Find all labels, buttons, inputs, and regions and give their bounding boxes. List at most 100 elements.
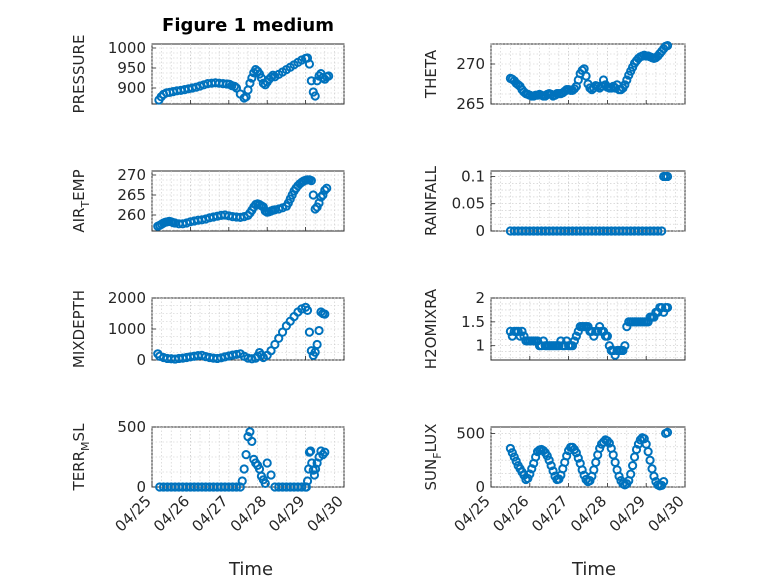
x-tick-label: 04/26 (489, 492, 532, 535)
subplot-pressure: 900 950 1000 PRESSURE Figure 1 medium (70, 15, 345, 114)
data-point (657, 302, 667, 313)
data-point (266, 72, 276, 82)
data-point (324, 71, 334, 81)
x-tick-label: 04/27 (188, 492, 231, 535)
x-tick-label: 04/30 (645, 492, 688, 535)
x-tick-label: 04/28 (227, 492, 270, 535)
y-tick-label: 270 (456, 55, 485, 73)
y-tick-label: 2000 (108, 289, 146, 307)
data-point (517, 326, 527, 336)
y-tick-label: 0 (136, 351, 146, 369)
data-point (620, 80, 630, 90)
data-point (587, 326, 597, 336)
y-tick-label: 1000 (108, 39, 146, 57)
x-tick-label: 04/26 (150, 492, 193, 535)
subplot-h2omixra: 1 1.5 2 H2OMIXRA (422, 288, 686, 369)
data-point (320, 185, 330, 195)
data-point (544, 455, 554, 465)
data-point (247, 73, 257, 83)
data-series (153, 175, 332, 231)
x-tick-label: 04/29 (606, 492, 649, 535)
y-tick-label: 0 (475, 222, 485, 240)
data-point (577, 465, 587, 475)
data-point (312, 339, 322, 350)
data-series (154, 53, 334, 105)
y-axis-label: AIRTEMP (70, 169, 92, 232)
data-point (318, 190, 328, 200)
data-point (322, 183, 332, 193)
data-point (662, 41, 673, 51)
data-point (602, 436, 613, 446)
y-axis-label: SUNFLUX (422, 424, 444, 491)
data-point (626, 469, 636, 479)
data-series (505, 427, 673, 491)
data-point (310, 91, 320, 101)
axes-box (490, 170, 686, 232)
data-point (662, 302, 673, 313)
data-point (316, 192, 326, 202)
subplots: 900 950 1000 PRESSURE Figure 1 medium 265 270 T… (70, 15, 688, 535)
data-point (628, 460, 638, 471)
y-tick-label: 260 (117, 206, 146, 224)
data-point (245, 427, 255, 437)
data-point (618, 345, 628, 356)
y-tick-label: 0 (475, 478, 485, 496)
data-point (237, 476, 247, 486)
x-tick-label: 04/25 (112, 492, 155, 535)
data-point (274, 333, 284, 343)
data-point (571, 448, 581, 458)
y-tick-label: 2 (475, 289, 485, 307)
data-point (260, 478, 270, 488)
y-axis-label: H2OMIXRA (422, 288, 440, 369)
y-axis-label: PRESSURE (70, 35, 88, 114)
y-tick-label: 900 (117, 79, 146, 97)
x-axis-label-left: Time (228, 559, 273, 580)
subplot-theta: 265 270 THETA (422, 41, 686, 113)
data-point (659, 477, 669, 487)
y-tick-label: 1000 (108, 320, 146, 338)
y-tick-label: 500 (117, 418, 146, 436)
y-tick-label: 500 (456, 424, 485, 442)
y-tick-label: 270 (117, 166, 146, 184)
y-tick-label: 1.5 (461, 313, 485, 331)
data-series (505, 41, 673, 101)
data-point (266, 470, 276, 480)
data-point (306, 176, 316, 186)
data-point (598, 437, 609, 447)
y-tick-label: 0.05 (452, 195, 485, 213)
y-axis-label: MIXDEPTH (70, 290, 88, 368)
y-axis-label: TERRMSL (70, 423, 92, 492)
data-point (302, 305, 313, 315)
x-tick-label: 04/28 (567, 492, 610, 535)
y-axis-label: RAINFALL (422, 165, 440, 236)
data-point (598, 75, 609, 85)
data-series (505, 171, 673, 236)
y-tick-label: 265 (117, 186, 146, 204)
subplot-air-temp: 260 265 270 AIRTEMP (70, 166, 345, 233)
data-point (247, 436, 257, 446)
data-point (266, 346, 276, 356)
data-point (548, 466, 558, 476)
data-point (531, 452, 541, 462)
data-point (513, 326, 523, 336)
subplot-rainfall: 0 0.05 0.1 RAINFALL (422, 165, 686, 240)
data-point (569, 336, 580, 346)
data-point (657, 226, 667, 236)
data-point (571, 331, 581, 341)
data-point (639, 434, 649, 444)
chart-title: Figure 1 medium (162, 15, 334, 36)
data-series (505, 302, 673, 360)
data-point (602, 331, 613, 341)
y-axis-label: THETA (422, 49, 440, 99)
data-point (245, 78, 255, 88)
data-series (153, 302, 330, 364)
data-point (573, 453, 583, 463)
data-point (270, 339, 280, 350)
data-point (622, 75, 632, 85)
y-tick-label: 950 (117, 59, 146, 77)
data-point (314, 325, 324, 336)
data-point (653, 226, 663, 236)
data-point (515, 331, 525, 341)
data-point (527, 464, 537, 474)
